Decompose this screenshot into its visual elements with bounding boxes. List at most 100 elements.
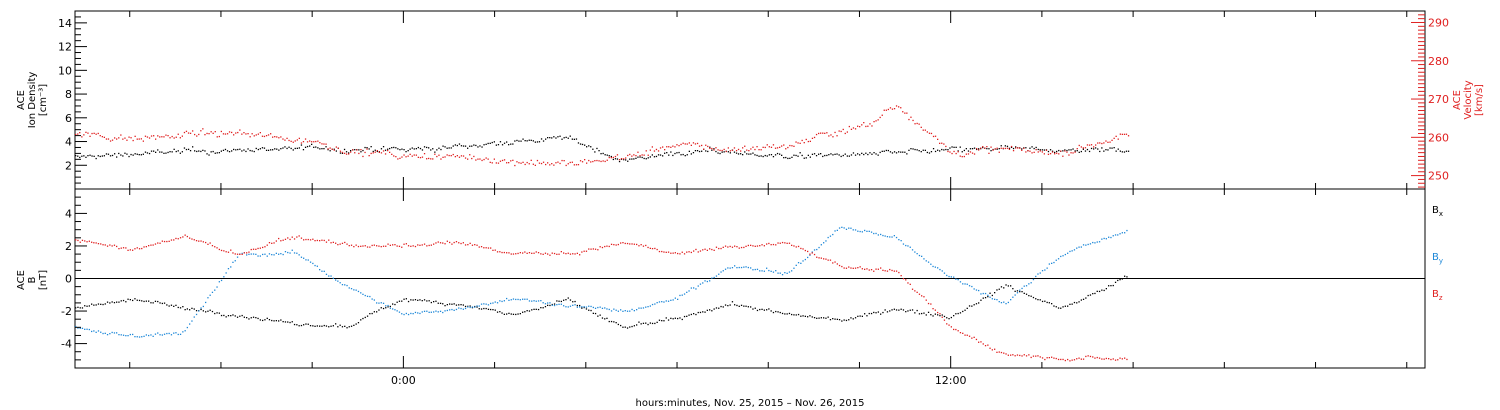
by-point xyxy=(900,240,902,242)
by-point xyxy=(1103,237,1105,240)
velocity-point xyxy=(294,140,296,142)
velocity-point xyxy=(1043,153,1045,155)
ion-density-point xyxy=(801,154,803,157)
ion-density-point xyxy=(754,154,756,156)
velocity-point xyxy=(707,145,709,148)
bx-point xyxy=(661,320,663,322)
velocity-point xyxy=(1049,153,1052,155)
bz-point xyxy=(248,251,250,253)
left-tick-label: 2 xyxy=(65,240,72,253)
by-point xyxy=(216,286,218,288)
data-points-layer xyxy=(75,105,1130,167)
bz-point xyxy=(880,267,882,269)
velocity-point xyxy=(274,136,276,138)
ion-density-point xyxy=(1117,148,1119,150)
by-point xyxy=(1101,238,1103,240)
bx-point xyxy=(515,313,517,316)
by-point xyxy=(150,334,152,336)
bx-point xyxy=(423,299,426,301)
velocity-point xyxy=(428,157,430,160)
velocity-point xyxy=(1099,142,1101,144)
velocity-point xyxy=(623,158,625,160)
by-point xyxy=(631,308,633,311)
ion-density-point xyxy=(366,147,368,149)
bx-point xyxy=(1110,285,1112,287)
bz-point xyxy=(533,252,535,254)
bz-point xyxy=(1098,357,1101,359)
bx-point xyxy=(517,313,519,315)
ion-density-point xyxy=(148,152,151,155)
velocity-point xyxy=(288,139,290,142)
ion-density-point xyxy=(1084,150,1087,152)
velocity-point xyxy=(705,144,707,146)
bz-point xyxy=(387,243,389,245)
bz-point xyxy=(209,242,211,244)
left-tick-label: 0 xyxy=(65,273,72,286)
bx-point xyxy=(1021,291,1023,293)
bz-point xyxy=(1019,354,1021,357)
velocity-point xyxy=(930,132,933,135)
velocity-point xyxy=(253,135,255,137)
ion-density-point xyxy=(220,150,222,152)
bz-point xyxy=(848,266,850,268)
velocity-point xyxy=(526,161,528,164)
bz-point xyxy=(166,240,168,243)
velocity-point xyxy=(895,105,898,107)
ion-density-point xyxy=(216,152,218,154)
bx-point xyxy=(841,320,843,322)
bx-point xyxy=(549,304,551,307)
ion-density-point xyxy=(446,147,448,149)
bx-point xyxy=(651,322,654,325)
ion-density-point xyxy=(341,152,344,154)
bz-point xyxy=(761,244,763,246)
ion-density-point xyxy=(692,152,695,154)
velocity-point xyxy=(980,147,982,149)
by-point xyxy=(971,285,973,288)
bz-point xyxy=(895,270,898,272)
ylabel-right-line-1: ACE xyxy=(1452,90,1463,110)
by-point xyxy=(781,274,784,276)
velocity-point xyxy=(382,150,385,152)
velocity-point xyxy=(315,140,317,143)
bx-point xyxy=(857,315,859,317)
bx-point xyxy=(649,322,651,324)
velocity-point xyxy=(729,150,731,152)
by-point xyxy=(982,292,984,295)
velocity-point xyxy=(522,161,524,163)
by-point xyxy=(515,298,517,301)
by-point xyxy=(118,334,120,336)
bx-point xyxy=(362,317,364,320)
ion-density-point xyxy=(436,149,438,151)
ion-density-point xyxy=(142,153,144,155)
by-point xyxy=(957,279,959,281)
velocity-point xyxy=(163,136,165,138)
by-point xyxy=(775,270,777,272)
bz-point xyxy=(567,252,569,254)
ion-density-point xyxy=(937,149,939,151)
ion-density-point xyxy=(682,153,684,156)
velocity-point xyxy=(717,149,719,151)
bz-point xyxy=(729,245,731,248)
bz-point xyxy=(508,252,510,254)
by-point xyxy=(177,333,179,336)
velocity-point xyxy=(766,144,768,146)
bx-point xyxy=(829,319,832,321)
ion-density-point xyxy=(764,154,766,157)
ion-density-point xyxy=(655,155,658,158)
bz-point xyxy=(189,237,191,239)
bx-point xyxy=(127,298,129,300)
by-point xyxy=(487,304,490,306)
by-point xyxy=(688,290,690,292)
velocity-point xyxy=(438,154,440,156)
ion-density-point xyxy=(559,135,561,137)
ion-density-point xyxy=(1101,147,1103,149)
bx-point xyxy=(948,318,950,320)
bz-point xyxy=(184,234,186,236)
velocity-point xyxy=(584,159,586,161)
bz-point xyxy=(1117,359,1119,361)
velocity-point xyxy=(822,132,824,134)
bz-point xyxy=(734,245,736,247)
bz-point xyxy=(287,237,289,239)
bx-point xyxy=(706,309,708,311)
velocity-point xyxy=(1115,135,1117,137)
